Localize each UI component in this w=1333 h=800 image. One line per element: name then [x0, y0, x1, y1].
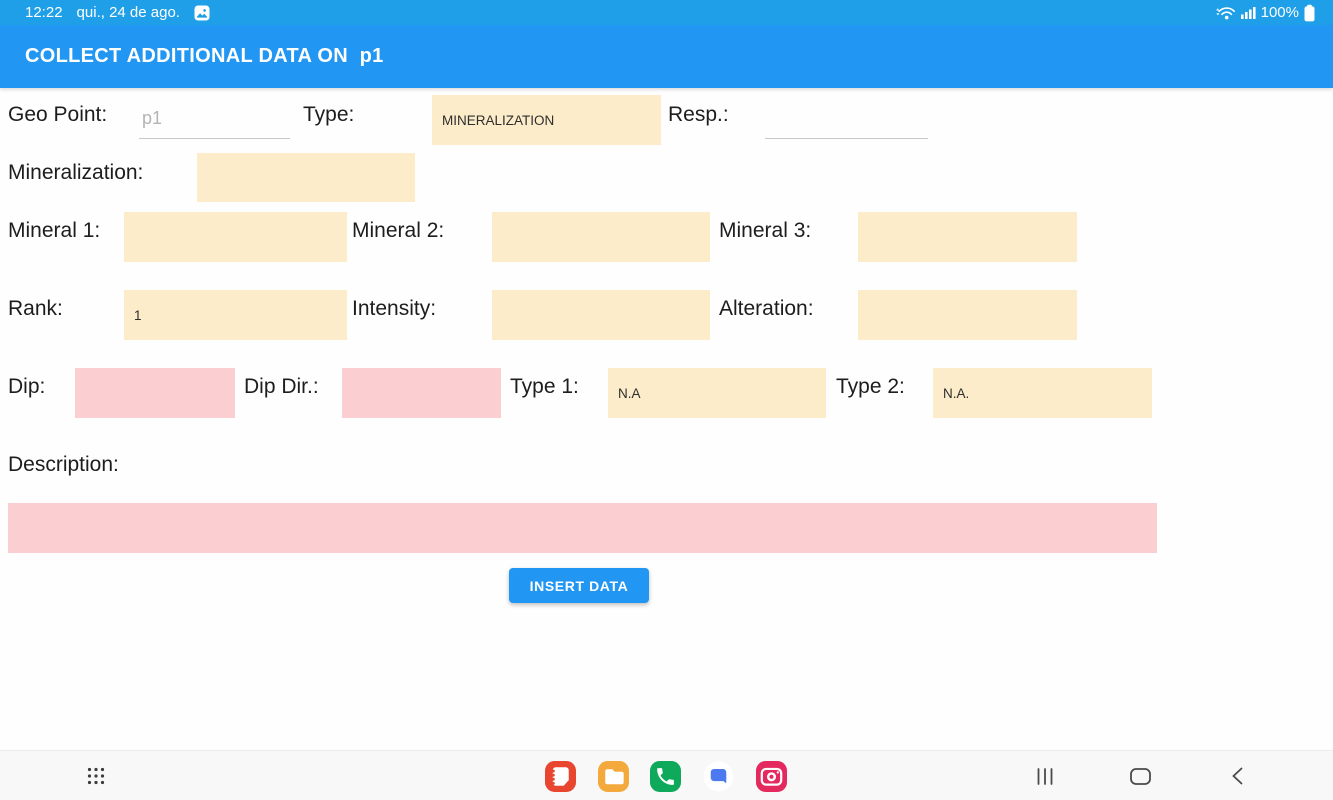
type-label: Type:: [303, 103, 355, 126]
signal-strength-icon: [1240, 5, 1256, 21]
geo-point-label: Geo Point:: [8, 103, 108, 126]
type-2-label: Type 2:: [836, 375, 905, 398]
mineral-1-label: Mineral 1:: [8, 219, 101, 242]
rank-label: Rank:: [8, 297, 63, 320]
wifi-icon: [1215, 5, 1236, 21]
app-drawer-icon[interactable]: [78, 751, 114, 800]
description-input[interactable]: [8, 503, 1157, 553]
resp-input[interactable]: [765, 103, 928, 139]
type-1-label: Type 1:: [510, 375, 579, 398]
dip-label: Dip:: [8, 375, 46, 398]
my-files-icon[interactable]: [597, 751, 629, 800]
messages-icon[interactable]: [702, 751, 734, 800]
battery-percent: 100%: [1260, 4, 1299, 21]
insert-data-button[interactable]: INSERT DATA: [509, 568, 649, 603]
mineral-3-input[interactable]: [858, 212, 1077, 262]
samsung-notes-icon[interactable]: [544, 751, 576, 800]
phone-icon[interactable]: [649, 751, 681, 800]
status-date: qui., 24 de ago.: [76, 4, 180, 21]
app-bar: COLLECT ADDITIONAL DATA ON p1: [0, 25, 1333, 88]
mineral-2-input[interactable]: [492, 212, 710, 262]
resp-label: Resp.:: [668, 103, 729, 126]
alteration-label: Alteration:: [719, 297, 814, 320]
dip-dir-input[interactable]: [342, 368, 501, 418]
geo-point-input[interactable]: [139, 103, 290, 139]
intensity-input[interactable]: [492, 290, 710, 340]
description-label: Description:: [8, 453, 119, 476]
rank-input[interactable]: [124, 290, 347, 340]
mineralization-input[interactable]: [197, 153, 415, 202]
type-1-input[interactable]: [608, 368, 826, 418]
screenshot-notification-icon: [194, 5, 210, 21]
mineral-3-label: Mineral 3:: [719, 219, 812, 242]
status-bar: 12:22 qui., 24 de ago.: [0, 0, 1333, 25]
dip-input[interactable]: [75, 368, 235, 418]
alteration-input[interactable]: [858, 290, 1077, 340]
page-title: COLLECT ADDITIONAL DATA ON p1: [25, 45, 384, 67]
mineralization-label: Mineralization:: [8, 161, 144, 184]
mineral-2-label: Mineral 2:: [352, 219, 445, 242]
camera-icon[interactable]: [755, 751, 787, 800]
back-button[interactable]: [1222, 751, 1252, 800]
mineral-1-input[interactable]: [124, 212, 347, 262]
status-time: 12:22: [25, 4, 63, 21]
type-input[interactable]: [432, 95, 661, 145]
type-2-input[interactable]: [933, 368, 1152, 418]
dip-dir-label: Dip Dir.:: [244, 375, 319, 398]
battery-icon: [1304, 4, 1315, 22]
home-button[interactable]: [1125, 751, 1155, 800]
navigation-bar: [0, 750, 1333, 800]
recent-apps-button[interactable]: [1030, 751, 1060, 800]
intensity-label: Intensity:: [352, 297, 437, 320]
